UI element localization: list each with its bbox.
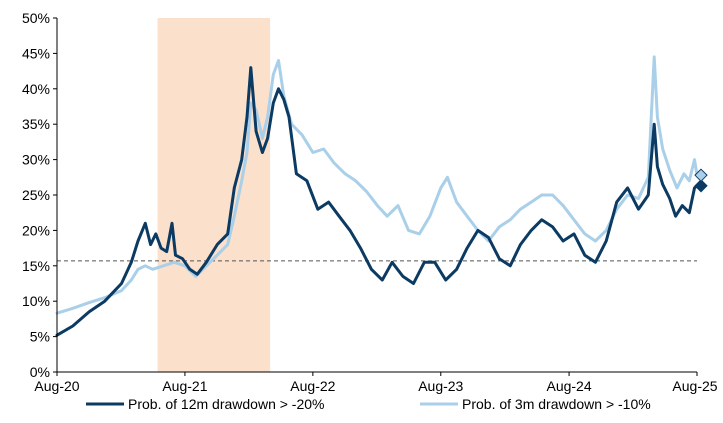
legend-label-1: Prob. of 12m drawdown > -20%: [128, 396, 325, 412]
x-tick-label: Aug-22: [290, 378, 335, 394]
x-tick-label: Aug-20: [34, 378, 79, 394]
y-tick-label: 20%: [22, 222, 50, 238]
shaded-period: [157, 18, 271, 372]
y-tick-label: 10%: [22, 293, 50, 309]
y-tick-label: 45%: [22, 45, 50, 61]
y-tick-label: 40%: [22, 81, 50, 97]
x-tick-label: Aug-25: [672, 378, 717, 394]
y-tick-label: 0%: [30, 364, 50, 380]
x-tick-label: Aug-24: [546, 378, 591, 394]
x-tick-label: Aug-21: [162, 378, 207, 394]
x-tick-label: Aug-23: [418, 378, 463, 394]
end-marker-1: [694, 179, 708, 193]
y-tick-label: 25%: [22, 187, 50, 203]
y-tick-label: 15%: [22, 258, 50, 274]
series-line-1: [55, 66, 699, 337]
y-tick-label: 30%: [22, 152, 50, 168]
y-tick-label: 50%: [22, 10, 50, 26]
end-marker-2: [694, 168, 708, 182]
legend-label-2: Prob. of 3m drawdown > -10%: [462, 396, 651, 412]
y-tick-label: 5%: [30, 329, 50, 345]
y-tick-label: 35%: [22, 116, 50, 132]
